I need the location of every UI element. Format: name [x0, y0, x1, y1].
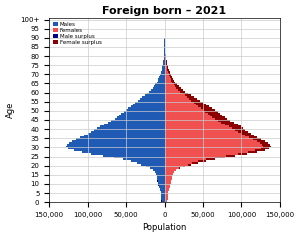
X-axis label: Population: Population: [142, 223, 187, 233]
Title: Foreign born – 2021: Foreign born – 2021: [103, 5, 226, 15]
Legend: Males, Females, Male surplus, Female surplus: Males, Females, Male surplus, Female sur…: [52, 20, 103, 46]
Y-axis label: Age: Age: [6, 102, 15, 118]
